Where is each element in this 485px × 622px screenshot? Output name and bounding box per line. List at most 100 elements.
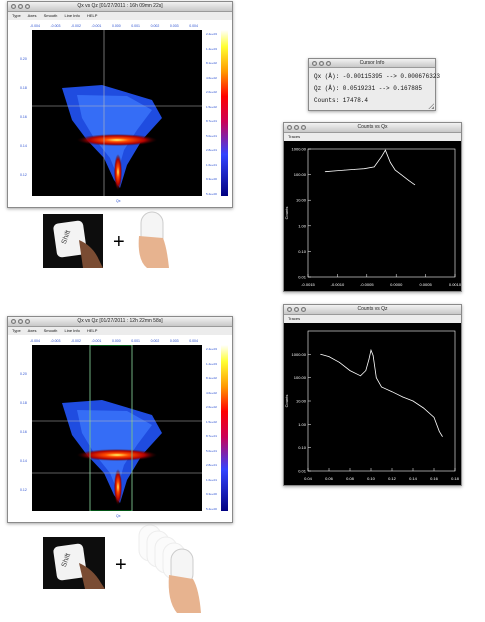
window-titlebar[interactable]: Cursor Info — [309, 59, 435, 68]
y-tick-label: 0.01 — [298, 469, 307, 474]
menu-type[interactable]: Type — [12, 13, 21, 18]
menu-axes[interactable]: Axes — [28, 13, 37, 18]
window-titlebar[interactable]: Counts vs Qx — [284, 123, 461, 133]
window-titlebar[interactable]: Qx vs Qz [01/27/2011 : 12h 22mn 58s] — [8, 317, 232, 327]
traces-menu[interactable]: Traces — [284, 133, 461, 140]
qx-qz-map[interactable] — [32, 30, 202, 196]
shift-key-drag-illustration: Shift + — [43, 523, 213, 615]
colorbar — [221, 30, 228, 196]
close-icon[interactable] — [287, 125, 292, 130]
zoom-icon[interactable] — [25, 319, 30, 324]
minimize-icon[interactable] — [294, 307, 299, 312]
zoom-icon[interactable] — [25, 4, 30, 9]
x-tick-label: 0.04 — [304, 476, 313, 481]
close-icon[interactable] — [287, 307, 292, 312]
counts-qx-chart: -0.0015 -0.0010 -0.0005 0.0000 0.0005 0.0010 1… — [284, 141, 461, 291]
tail-hot — [114, 469, 122, 505]
data-point — [442, 436, 443, 437]
zoom-icon[interactable] — [301, 125, 306, 130]
data-point — [350, 370, 351, 371]
data-point — [401, 174, 402, 175]
zoom-icon[interactable] — [301, 307, 306, 312]
resize-grip-icon[interactable] — [428, 103, 434, 109]
specular-peak — [77, 134, 157, 146]
close-icon[interactable] — [312, 61, 317, 66]
zoom-icon[interactable] — [326, 61, 331, 66]
data-point — [413, 401, 414, 402]
data-point — [320, 354, 321, 355]
data-point — [371, 350, 372, 351]
data-point — [373, 355, 374, 356]
plot-frame — [308, 331, 455, 471]
minimize-icon[interactable] — [18, 4, 23, 9]
svg-text:+: + — [113, 231, 125, 253]
y-axis-label: Counts — [284, 207, 289, 220]
window-title: Cursor Info — [360, 60, 385, 66]
cursor-info-window: Cursor Info Qx (Å): -0.00115395 --> 0.00… — [308, 58, 436, 111]
y-tick-label: 1000.00 — [292, 352, 307, 357]
close-icon[interactable] — [11, 319, 16, 324]
window-title: Counts vs Qx — [357, 124, 387, 130]
x-tick-label: 0.06 — [325, 476, 334, 481]
data-point — [423, 408, 424, 409]
x-tick-label: -0.0015 — [301, 282, 315, 287]
x-tick-label: 0.14 — [409, 476, 418, 481]
y-tick-label: 1.00 — [298, 422, 307, 427]
specular-peak — [77, 449, 157, 461]
data-point — [390, 162, 391, 163]
y-tick-labels: 0.20 0.18 0.16 0.14 0.12 — [20, 372, 27, 492]
y-tick-label: 10.00 — [296, 399, 307, 404]
y-tick-label: 100.00 — [294, 172, 307, 177]
menu-smooth[interactable]: Smooth — [44, 13, 58, 18]
menu-axes[interactable]: Axes — [28, 328, 37, 333]
data-point — [381, 387, 382, 388]
menu-line-info[interactable]: Line Info — [65, 13, 80, 18]
svg-text:+: + — [115, 554, 127, 576]
data-point — [395, 170, 396, 171]
menu-type[interactable]: Type — [12, 328, 21, 333]
counts-qx-plot-area: -0.0015 -0.0010 -0.0005 0.0000 0.0005 0.0010 1… — [284, 141, 461, 291]
menu-help[interactable]: HELP — [87, 13, 97, 18]
x-tick-label: 0.0005 — [419, 282, 432, 287]
x-tick-label: 0.08 — [346, 476, 355, 481]
data-point — [360, 375, 361, 376]
tail-hot — [114, 154, 122, 190]
minimize-icon[interactable] — [294, 125, 299, 130]
data-point — [325, 171, 326, 172]
data-point — [365, 370, 366, 371]
minimize-icon[interactable] — [319, 61, 324, 66]
traffic-lights — [287, 125, 306, 130]
data-point — [439, 431, 440, 432]
menu-help[interactable]: HELP — [87, 328, 97, 333]
traffic-lights — [11, 4, 30, 9]
y-tick-labels: 0.20 0.18 0.16 0.14 0.12 — [20, 57, 27, 177]
counts-value: Counts: 17478.4 — [314, 97, 368, 104]
y-tick-label: 0.01 — [298, 275, 307, 280]
window-title: Qx vs Qz [01/27/2011 : 16h 09mn 22s] — [77, 3, 162, 9]
counts-qz-chart: 0.04 0.06 0.08 0.10 0.12 0.14 0.16 0.18 1000.00 1… — [284, 323, 461, 485]
qx-qz-map[interactable] — [32, 345, 202, 511]
colorbar — [221, 345, 228, 511]
data-point — [381, 156, 382, 157]
data-point — [392, 391, 393, 392]
close-icon[interactable] — [11, 4, 16, 9]
data-point — [414, 184, 415, 185]
traffic-lights — [312, 61, 331, 66]
plot-frame — [308, 149, 455, 277]
counts-vs-qz-window: Counts vs Qz Traces 0.04 0.06 0.08 0.10 0.12… — [283, 304, 462, 486]
x-axis-label: Qx — [116, 514, 120, 518]
data-point — [385, 150, 386, 151]
menu-line-info[interactable]: Line Info — [65, 328, 80, 333]
data-point — [374, 167, 375, 168]
minimize-icon[interactable] — [18, 319, 23, 324]
window-titlebar[interactable]: Qx vs Qz [01/27/2011 : 16h 09mn 22s] — [8, 2, 232, 12]
x-tick-label: 0.10 — [367, 476, 376, 481]
menu-smooth[interactable]: Smooth — [44, 328, 58, 333]
y-tick-label: 100.00 — [294, 375, 307, 380]
x-tick-label: 0.16 — [430, 476, 439, 481]
data-point — [354, 169, 355, 170]
window-titlebar[interactable]: Counts vs Qz — [284, 305, 461, 315]
data-point — [364, 168, 365, 169]
window-title: Qx vs Qz [01/27/2011 : 12h 22mn 58s] — [77, 318, 162, 324]
traces-menu[interactable]: Traces — [284, 315, 461, 322]
